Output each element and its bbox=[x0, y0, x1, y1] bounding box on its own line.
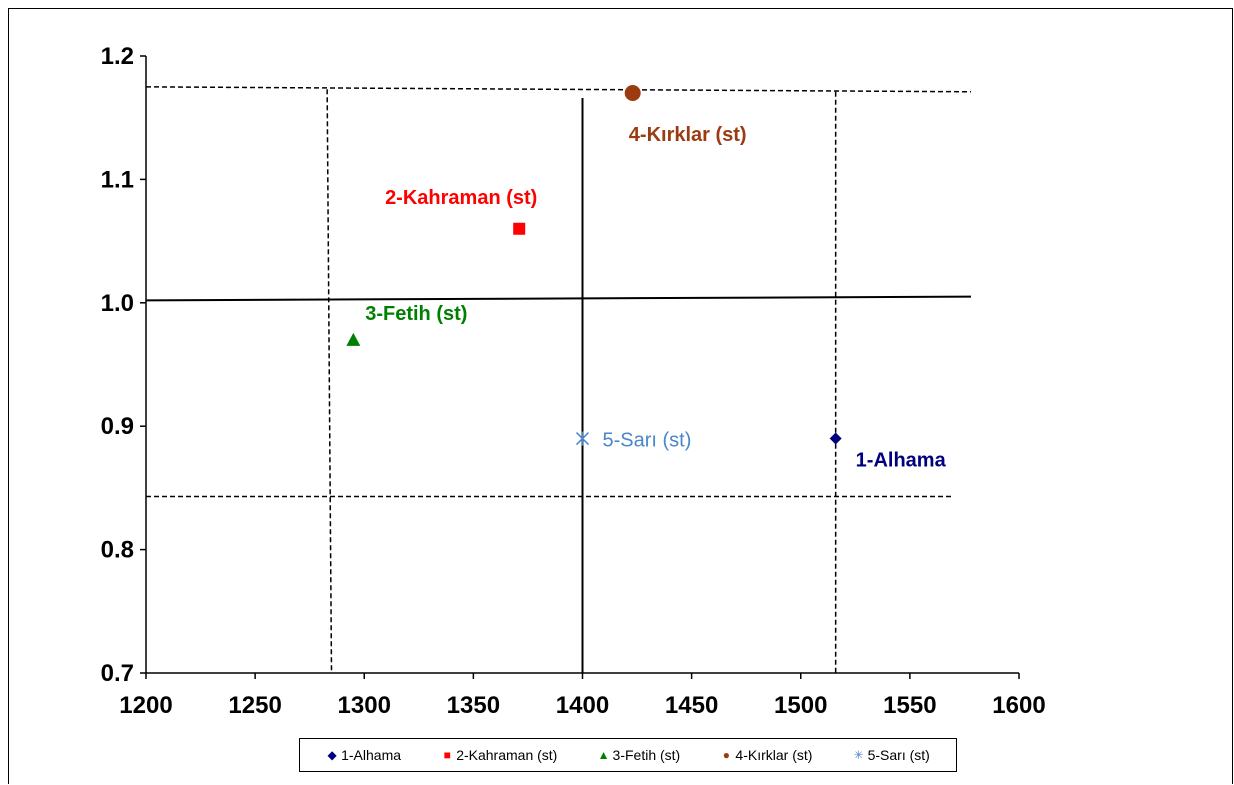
y-tick-label: 1.1 bbox=[101, 166, 134, 193]
legend-item: ✳ 5-Sarı (st) bbox=[853, 747, 930, 763]
legend-label: 3-Fetih (st) bbox=[612, 747, 681, 763]
x-tick-label: 1250 bbox=[228, 692, 281, 719]
legend-label: 4-Kırklar (st) bbox=[735, 747, 813, 763]
x-tick-label: 1600 bbox=[992, 692, 1045, 719]
x-tick-label: 1450 bbox=[665, 692, 718, 719]
y-tick-label: 0.7 bbox=[101, 660, 134, 687]
legend-marker-triangle-icon: ▲ bbox=[597, 748, 610, 762]
legend-marker-star-icon: ✳ bbox=[853, 748, 864, 762]
point-diamond bbox=[829, 432, 842, 445]
reference-line-solid bbox=[145, 295, 971, 302]
x-tick-label: 1500 bbox=[774, 692, 827, 719]
legend-item: ◆ 1-Alhama bbox=[326, 747, 401, 763]
legend-item: ▲ 3-Fetih (st) bbox=[598, 747, 681, 763]
legend-item: ● 4-Kırklar (st) bbox=[720, 747, 813, 763]
y-tick-label: 1.0 bbox=[101, 290, 134, 317]
x-tick-label: 1300 bbox=[338, 692, 391, 719]
point-circle bbox=[624, 85, 641, 102]
chart-frame bbox=[8, 8, 1233, 784]
legend-label: 2-Kahraman (st) bbox=[456, 747, 558, 763]
legend-marker-diamond-icon: ◆ bbox=[327, 748, 337, 762]
scatter-chart: 1200 1250 1300 1350 1400 1450 1500 1550 1600 0.7 0… bbox=[101, 43, 1046, 719]
point-label: 1-Alhama bbox=[856, 450, 947, 472]
legend-item: ■ 2-Kahraman (st) bbox=[441, 747, 558, 763]
y-tick-label: 1.2 bbox=[101, 43, 134, 70]
point-label: 3-Fetih (st) bbox=[365, 303, 467, 325]
legend-label: 5-Sarı (st) bbox=[867, 747, 930, 763]
legend-marker-circle-icon: ● bbox=[722, 748, 731, 762]
legend-marker-square-icon: ■ bbox=[443, 748, 451, 762]
x-tick-label: 1200 bbox=[119, 692, 172, 719]
y-tick-label: 0.9 bbox=[101, 413, 134, 440]
x-tick-label: 1350 bbox=[447, 692, 500, 719]
x-tick-label: 1400 bbox=[556, 692, 609, 719]
point-label: 4-Kırklar (st) bbox=[629, 124, 747, 146]
x-tick-label: 1550 bbox=[883, 692, 936, 719]
reference-line-dashed bbox=[145, 86, 971, 93]
legend: ◆ 1-Alhama ■ 2-Kahraman (st) ▲ 3-Fetih (… bbox=[299, 738, 957, 772]
point-triangle bbox=[346, 332, 361, 346]
point-label: 2-Kahraman (st) bbox=[385, 187, 537, 209]
point-square bbox=[513, 222, 526, 235]
y-tick-label: 0.8 bbox=[101, 537, 134, 564]
reference-line-dashed bbox=[326, 89, 333, 674]
point-label: 5-Sarı (st) bbox=[603, 430, 692, 452]
legend-label: 1-Alhama bbox=[341, 747, 402, 763]
